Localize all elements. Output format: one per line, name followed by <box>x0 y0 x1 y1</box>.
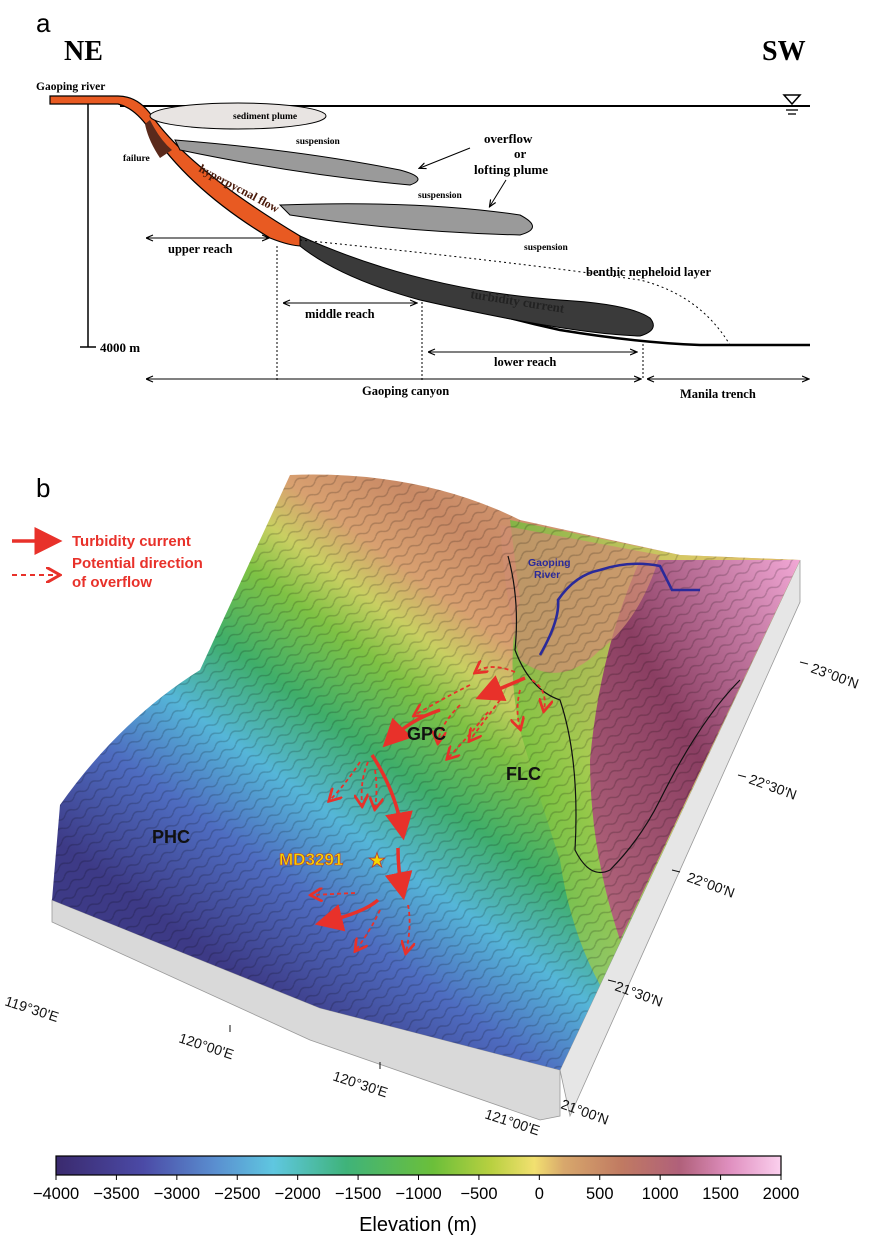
turbidity-arrow-4 <box>384 847 413 901</box>
colorbar-title: Elevation (m) <box>359 1214 477 1236</box>
sediment-plume-label: sediment plume <box>233 112 297 122</box>
panel-b-label: b <box>36 473 50 503</box>
colorbar-tick-label: 1500 <box>702 1185 739 1203</box>
colorbar-tick-label: −2000 <box>274 1185 320 1203</box>
overflow-pointer-1 <box>420 147 471 168</box>
colorbar-tick-label: −4000 <box>33 1185 79 1203</box>
ne-label: NE <box>64 36 103 67</box>
suspension-label-1: suspension <box>296 137 341 147</box>
benthic-label: benthic nepheloid layer <box>586 265 711 279</box>
upper-reach-label: upper reach <box>168 242 233 256</box>
overflow-label-2: or <box>514 146 527 161</box>
turbidity-current-body <box>299 235 654 337</box>
overflow-arrow-8 <box>362 761 368 805</box>
coastline <box>507 555 741 874</box>
lat-label-2: 22°30'N <box>747 771 799 803</box>
turbidity-arrow-3 <box>370 754 413 841</box>
lat-label-3: 22°00'N <box>685 869 737 901</box>
overflow-arrow-3 <box>518 689 521 728</box>
overflow-label-1: overflow <box>484 131 533 146</box>
benthic-layer-boundary <box>299 239 731 346</box>
flc-label: FLC <box>506 764 541 784</box>
overflow-arrow-10 <box>375 769 377 808</box>
lat-tick-1 <box>799 661 809 665</box>
legend-dashed-label-1: Potential direction <box>72 555 203 572</box>
overflow-arrow-4 <box>470 699 501 740</box>
depth-scale-label: 4000 m <box>100 340 140 355</box>
turbidity-arrow-5 <box>314 898 380 932</box>
colorbar <box>55 1155 782 1176</box>
sediment-plume <box>149 102 327 130</box>
overflow-arrow-13 <box>406 904 410 952</box>
colorbar-ticks: −4000 −3500 −3000 −2500 −2000 −1500 −1000 −500 0… <box>33 1175 800 1203</box>
suspension-label-3: suspension <box>524 243 569 253</box>
turbidity-arrow-2 <box>382 708 441 748</box>
colorbar-tick-label: −1000 <box>395 1185 441 1203</box>
lower-reach-label: lower reach <box>494 355 556 369</box>
turbidity-current-arrows <box>314 675 526 932</box>
overflow-pointer-2 <box>490 179 507 206</box>
panel-b: b Gaoping River <box>3 473 861 1236</box>
suspension-label-2: suspension <box>418 191 463 201</box>
overflow-arrow-5 <box>448 711 489 758</box>
lat-tick-2 <box>737 774 747 778</box>
colorbar-tick-label: 2000 <box>763 1185 800 1203</box>
failure-mass <box>145 120 172 158</box>
legend-solid-label: Turbidity current <box>72 533 191 550</box>
overflow-arrow-1 <box>476 667 516 672</box>
overflow-plume-2 <box>278 203 533 236</box>
overflow-arrow-7 <box>415 684 471 715</box>
overflow-arrows <box>312 667 545 952</box>
sw-label: SW <box>762 36 806 67</box>
lat-label-1: 23°00'N <box>809 660 861 692</box>
turbidity-arrow-1 <box>475 675 526 702</box>
overflow-label-3: lofting plume <box>474 162 548 177</box>
overflow-arrow-6 <box>438 704 461 742</box>
colorbar-tick-label: −1500 <box>335 1185 381 1203</box>
colorbar-tick-label: −500 <box>460 1185 497 1203</box>
colorbar-tick-label: 1000 <box>642 1185 679 1203</box>
overflow-plume-1 <box>174 139 419 186</box>
river-label: Gaoping river <box>36 81 105 93</box>
lat-tick-4 <box>607 979 617 983</box>
overflow-arrow-11 <box>312 893 356 895</box>
lat-label-4: 21°30'N <box>613 978 665 1010</box>
colorbar-tick-label: 500 <box>586 1185 614 1203</box>
middle-reach-label: middle reach <box>305 307 375 321</box>
lon-label-1: 119°30'E <box>3 993 61 1025</box>
colorbar-tick-label: 0 <box>535 1185 544 1203</box>
gaoping-river <box>538 562 700 656</box>
river-label-1: Gaoping <box>528 557 571 569</box>
water-level-icon <box>782 94 802 115</box>
overflow-arrow-2 <box>531 679 545 710</box>
colorbar-tick-label: −2500 <box>214 1185 260 1203</box>
trench-label: Manila trench <box>680 387 756 401</box>
site-label: MD3291 <box>279 850 343 869</box>
canyon-label: Gaoping canyon <box>362 384 449 398</box>
lat-tick-3 <box>671 869 681 873</box>
failure-label: failure <box>123 154 150 164</box>
phc-label: PHC <box>152 827 190 847</box>
lon-label-3: 120°30'E <box>331 1068 390 1101</box>
site-star-icon: ★ <box>368 850 386 872</box>
terrain-relief <box>52 474 800 1071</box>
colorbar-tick-label: −3000 <box>154 1185 200 1203</box>
overflow-arrow-12 <box>356 909 381 950</box>
gpc-label: GPC <box>407 724 446 744</box>
colorbar-tick-label: −3500 <box>93 1185 139 1203</box>
lat-label-5: 21°00'N <box>559 1096 611 1128</box>
lon-label-2: 120°00'E <box>177 1030 236 1063</box>
river-label-2: River <box>534 569 560 581</box>
panel-a: a NE SW Gaoping river failure hyperpycna… <box>36 8 810 401</box>
overflow-arrow-9 <box>330 761 361 800</box>
panel-a-label: a <box>36 8 51 38</box>
legend-dashed-label-2: of overflow <box>72 574 152 591</box>
